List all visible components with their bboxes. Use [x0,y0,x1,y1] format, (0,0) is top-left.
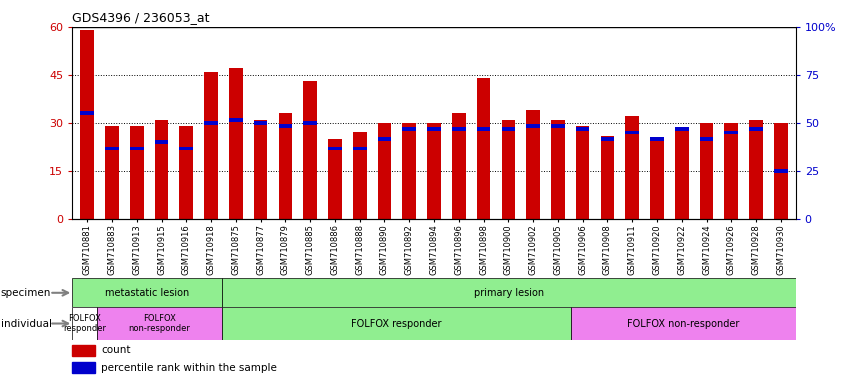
Bar [254,121,267,125]
Bar [601,136,614,219]
Bar [403,127,416,131]
Bar [72,307,97,340]
Bar [80,30,94,219]
Bar [222,278,796,307]
Bar [427,127,441,131]
Bar [80,111,94,115]
Text: metastatic lesion: metastatic lesion [105,288,189,298]
Text: percentile rank within the sample: percentile rank within the sample [101,362,277,373]
Bar [501,127,515,131]
Bar [675,129,688,219]
Bar [501,120,515,219]
Bar [204,72,218,219]
Bar [774,169,788,173]
Bar [130,126,144,219]
Text: individual: individual [1,318,52,329]
Bar [106,126,119,219]
Bar [724,131,738,134]
Bar [571,307,796,340]
Bar [724,123,738,219]
Bar [204,121,218,125]
Bar [452,113,465,219]
Bar [229,118,243,122]
Bar [477,127,490,131]
Bar [551,124,565,128]
Bar [650,137,664,141]
Bar [106,147,119,151]
Text: FOLFOX non-responder: FOLFOX non-responder [627,318,740,329]
Bar [452,127,465,131]
Bar [601,137,614,141]
Bar [229,68,243,219]
Bar [278,113,292,219]
Bar [278,124,292,128]
Text: FOLFOX
responder: FOLFOX responder [63,314,106,333]
Bar [180,126,193,219]
Bar [403,123,416,219]
Bar [774,123,788,219]
Bar [130,147,144,151]
Bar [700,123,713,219]
Bar [700,137,713,141]
Text: FOLFOX
non-responder: FOLFOX non-responder [129,314,191,333]
Text: count: count [101,345,130,356]
Bar [328,147,342,151]
Bar [303,121,317,125]
Bar [576,126,590,219]
Bar [328,139,342,219]
Bar [254,120,267,219]
Bar [97,307,222,340]
Bar [749,127,762,131]
Bar [155,140,168,144]
Bar [650,139,664,219]
Text: GDS4396 / 236053_at: GDS4396 / 236053_at [72,11,210,24]
Bar [155,120,168,219]
Bar [72,362,95,373]
Text: specimen: specimen [1,288,51,298]
Text: primary lesion: primary lesion [474,288,544,298]
Bar [72,278,222,307]
Bar [72,345,95,356]
Bar [749,120,762,219]
Bar [576,127,590,131]
Bar [222,307,571,340]
Bar [625,131,639,134]
Text: FOLFOX responder: FOLFOX responder [351,318,442,329]
Bar [353,147,367,151]
Bar [180,147,193,151]
Bar [378,123,391,219]
Bar [526,110,540,219]
Bar [675,127,688,131]
Bar [551,120,565,219]
Bar [427,123,441,219]
Bar [353,132,367,219]
Bar [477,78,490,219]
Bar [303,81,317,219]
Bar [625,116,639,219]
Bar [378,137,391,141]
Bar [526,124,540,128]
